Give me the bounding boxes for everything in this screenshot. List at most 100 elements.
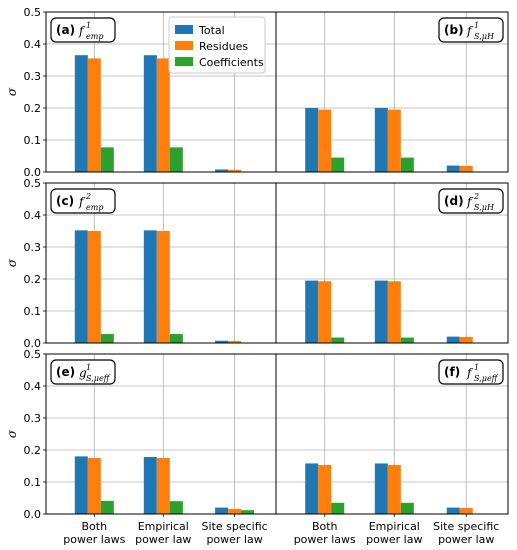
y-tick-label: 0.4: [24, 209, 42, 222]
bar-total: [215, 340, 229, 343]
bar-total: [215, 507, 229, 514]
axes-frame: [275, 11, 509, 173]
bar-residues: [228, 169, 242, 172]
bar-residues: [318, 109, 332, 172]
panel-label: (f) f 1 S,μeff: [438, 359, 504, 385]
y-tick-label: 0.2: [24, 444, 42, 457]
y-tick-label: 0.0: [24, 508, 42, 521]
x-tick-label: power law: [206, 533, 262, 546]
bar-total: [305, 463, 319, 514]
y-axis-label: σ: [5, 429, 19, 438]
y-tick-label: 0.5: [24, 348, 42, 361]
bar-total: [74, 55, 88, 173]
x-tick-label: Site specific: [433, 520, 499, 533]
bar-total: [374, 463, 388, 514]
panel-label-box: [438, 17, 504, 43]
panel-letter: (a): [56, 23, 75, 37]
bar-total: [446, 507, 460, 514]
panel-subscript: emp: [86, 32, 103, 41]
panel-letter: (c): [56, 194, 74, 208]
panel-label-box: [438, 188, 504, 214]
legend-swatch-total: [175, 25, 193, 34]
x-tick-label: Empirical: [138, 520, 189, 533]
bar-residues: [87, 458, 101, 514]
bar-residues: [387, 109, 401, 172]
panel-symbol: f: [466, 195, 474, 209]
panel-label: (a) f 1 emp: [50, 17, 116, 43]
x-tick-label: Site specific: [202, 520, 268, 533]
panel-symbol: f: [78, 195, 86, 209]
bar-coefficients: [169, 334, 183, 343]
y-tick-label: 0.0: [24, 337, 42, 350]
axes-frame: [275, 182, 509, 344]
bar-total: [305, 108, 319, 172]
y-tick-label: 0.3: [24, 241, 42, 254]
bar-total: [374, 108, 388, 172]
y-tick-label: 0.2: [24, 102, 42, 115]
y-tick-label: 0.3: [24, 412, 42, 425]
y-axis-label: σ: [5, 258, 19, 267]
y-tick-label: 0.1: [24, 476, 42, 489]
bar-residues: [459, 165, 473, 172]
x-tick-label: Empirical: [369, 520, 420, 533]
x-tick-label: power law: [438, 533, 494, 546]
bar-coefficients: [331, 502, 345, 514]
panel-subscript: S,μeff: [474, 374, 499, 383]
panel-label-box: [50, 359, 116, 385]
bar-coefficients: [241, 510, 255, 514]
bar-total: [74, 230, 88, 343]
panel-d: (d) f 2 S,μH: [275, 182, 509, 344]
legend-swatch-residues: [175, 41, 193, 50]
bar-residues: [228, 508, 242, 514]
panel-superscript: 1: [86, 363, 91, 372]
bar-total: [374, 280, 388, 343]
bar-coefficients: [100, 147, 114, 172]
bar-coefficients: [169, 501, 183, 514]
bar-total: [446, 336, 460, 343]
panel-label-box: [50, 188, 116, 214]
y-tick-label: 0.1: [24, 305, 42, 318]
y-tick-label: 0.2: [24, 273, 42, 286]
panel-label: (c) f 2 emp: [50, 188, 116, 214]
panel-letter: (f): [444, 365, 460, 379]
legend-swatch-coefficients: [175, 57, 193, 66]
bar-residues: [156, 231, 170, 343]
panel-letter: (d): [444, 194, 464, 208]
y-tick-label: 0.3: [24, 70, 42, 83]
bar-coefficients: [100, 500, 114, 514]
panel-letter: (e): [56, 365, 75, 379]
panel-symbol: g: [79, 366, 87, 380]
y-tick-label: 0.5: [24, 177, 42, 190]
bar-coefficients: [400, 502, 414, 514]
y-axis-label: σ: [5, 87, 19, 96]
panel-label: (e) g 1 S,μeff: [50, 359, 116, 385]
bar-total: [143, 55, 157, 173]
x-tick-label: power laws: [294, 533, 356, 546]
legend-label-total: Total: [198, 24, 225, 37]
panel-symbol: f: [466, 366, 474, 380]
x-tick-label: Both: [312, 520, 338, 533]
panel-label: (b) f 1 S,μH: [438, 17, 504, 43]
x-tick-label: power law: [135, 533, 191, 546]
bar-coefficients: [100, 334, 114, 343]
bar-residues: [87, 231, 101, 343]
y-tick-label: 0.4: [24, 38, 42, 51]
bar-coefficients: [331, 337, 345, 343]
legend-label-residues: Residues: [199, 40, 248, 53]
bar-residues: [459, 507, 473, 514]
bar-total: [143, 457, 157, 514]
bar-total: [305, 280, 319, 343]
x-tick-label: power law: [366, 533, 422, 546]
y-tick-label: 0.0: [24, 166, 42, 179]
panel-subscript: S,μeff: [86, 374, 111, 383]
bar-residues: [459, 336, 473, 343]
bar-residues: [87, 58, 101, 172]
y-tick-label: 0.1: [24, 134, 42, 147]
legend-label-coefficients: Coefficients: [199, 56, 264, 69]
y-tick-label: 0.5: [24, 6, 42, 19]
bar-total: [143, 230, 157, 343]
panel-subscript: emp: [86, 203, 103, 212]
